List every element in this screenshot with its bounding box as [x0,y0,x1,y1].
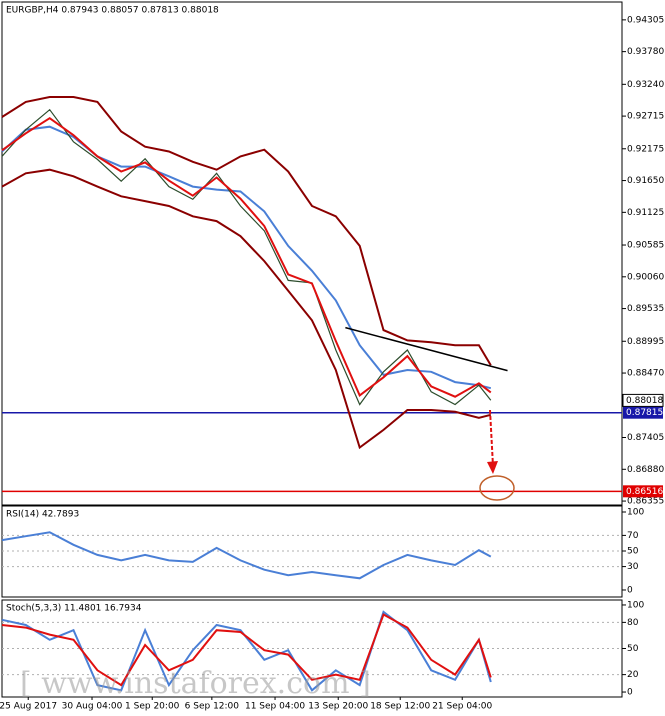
y-tick-label: 50 [627,546,639,556]
level-label-box [623,485,663,498]
y-tick-label: 50 [627,644,639,654]
series-line [1,531,492,580]
y-tick-label: 0.91125 [627,208,664,218]
x-tick-label: 25 Aug 2017 [0,702,57,712]
y-tick-label: 30 [627,562,639,572]
series-line [1,168,492,450]
panel-frame [1,505,623,598]
last-price-label: 0.88018 [626,396,663,406]
y-tick-label: 0.94305 [627,15,664,25]
y-tick-label: 0.90585 [627,241,664,251]
y-tick-label: 0.93240 [627,80,664,90]
y-tick-label: 0.92175 [627,144,664,154]
y-tick-label: 0 [627,585,633,595]
y-tick-label: 0.88470 [627,369,664,379]
level-label: 0.86516 [626,487,663,497]
x-tick-label: 13 Sep 20:00 [308,702,368,712]
series-line [1,610,492,692]
panel-title: Stoch(5,3,3) 11.4801 16.7934 [6,604,142,614]
y-tick-label: 0.93780 [627,47,664,57]
y-tick-label: 100 [627,508,644,518]
y-tick-label: 0.90060 [627,272,664,282]
panel-frame [1,1,623,506]
x-tick-label: 21 Sep 04:00 [432,702,492,712]
watermark: [ www.instaforex.com ] [20,666,371,701]
y-tick-label: 0 [627,688,633,698]
forecast-arrow [489,409,494,467]
x-tick-label: 18 Sep 12:00 [370,702,430,712]
y-tick-label: 0.86355 [627,497,664,507]
last-price-box [622,393,664,407]
y-tick-label: 0.91650 [627,176,664,186]
y-tick-label: 20 [627,670,639,680]
y-tick-label: 0.92715 [627,112,664,122]
series-line [1,613,492,687]
series-line [1,116,492,398]
x-tick-label: 1 Sep 20:00 [125,702,180,712]
level-label-box [623,406,663,419]
x-tick-label: 30 Aug 04:00 [62,702,123,712]
target-circle [479,475,515,501]
y-tick-label: 70 [627,531,639,541]
y-tick-label: 0.88995 [627,337,664,347]
y-tick-label: 100 [627,600,644,610]
forecast-arrow-head [487,461,498,474]
x-tick-label: 11 Sep 04:00 [245,702,305,712]
panel-title: EURGBP,H4 0.87943 0.88057 0.87813 0.8801… [6,6,219,16]
y-tick-label: 0.87405 [627,433,664,443]
panel-title: RSI(14) 42.7893 [6,510,79,520]
x-tick-label: 6 Sep 12:00 [185,702,240,712]
trendline [345,326,508,372]
series-line [1,96,492,366]
y-tick-label: 0.89535 [627,304,664,314]
y-tick-label: 80 [627,618,639,628]
y-tick-label: 0.86880 [627,465,664,475]
level-label: 0.87815 [626,408,663,418]
